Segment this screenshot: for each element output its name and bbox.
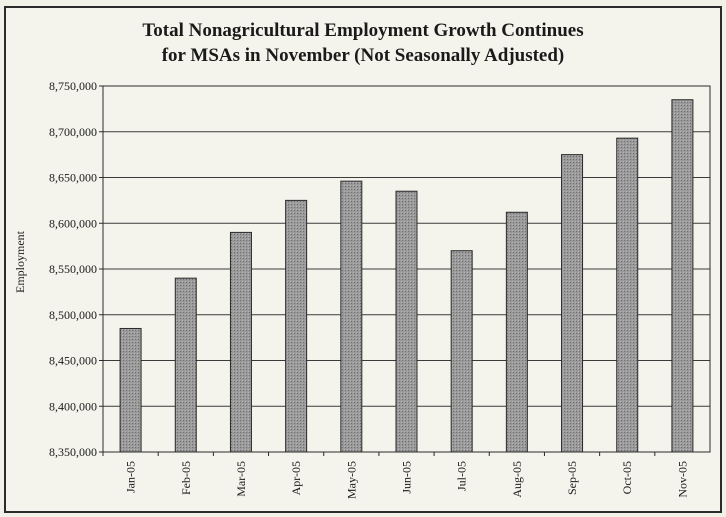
x-tick-label: Aug-05 — [510, 461, 524, 498]
y-tick-label: 8,350,000 — [49, 445, 97, 459]
x-tick-label: Apr-05 — [289, 461, 303, 495]
x-tick-label: Oct-05 — [620, 461, 634, 494]
x-tick-label: Jan-05 — [124, 461, 138, 493]
bar-nov-05 — [671, 99, 694, 453]
y-tick-label: 8,500,000 — [49, 308, 97, 322]
y-tick-label: 8,550,000 — [49, 262, 97, 276]
y-axis-label: Employment — [13, 230, 27, 293]
x-tick-label: Sep-05 — [565, 461, 579, 495]
x-tick-label: Feb-05 — [179, 461, 193, 495]
x-tick-label: Jun-05 — [400, 461, 414, 494]
bar-mar-05 — [229, 231, 252, 453]
plot-area-border — [102, 85, 711, 453]
y-tick-label: 8,450,000 — [49, 354, 97, 368]
x-tick-label: May-05 — [344, 461, 358, 499]
x-tick-label: Mar-05 — [234, 461, 248, 497]
chart-title-line2: for MSAs in November (Not Seasonally Adj… — [161, 45, 565, 66]
x-tick-label: Jul-05 — [455, 461, 469, 491]
y-tick-label: 8,700,000 — [49, 125, 97, 139]
bar-jun-05 — [395, 190, 418, 453]
chart-title-line1: Total Nonagricultural Employment Growth … — [142, 20, 584, 41]
y-tick-label: 8,650,000 — [49, 171, 97, 185]
bar-oct-05 — [616, 137, 639, 453]
y-tick-label: 8,750,000 — [49, 79, 97, 93]
y-tick-label: 8,600,000 — [49, 216, 97, 230]
bar-aug-05 — [505, 211, 528, 453]
bar-feb-05 — [174, 277, 197, 453]
y-tick-label: 8,400,000 — [49, 399, 97, 413]
bar-sep-05 — [561, 154, 584, 453]
bar-apr-05 — [285, 199, 308, 453]
x-tick-label: Nov-05 — [675, 461, 689, 498]
bar-jan-05 — [119, 327, 142, 453]
bar-may-05 — [340, 180, 363, 453]
bar-jul-05 — [450, 250, 473, 453]
